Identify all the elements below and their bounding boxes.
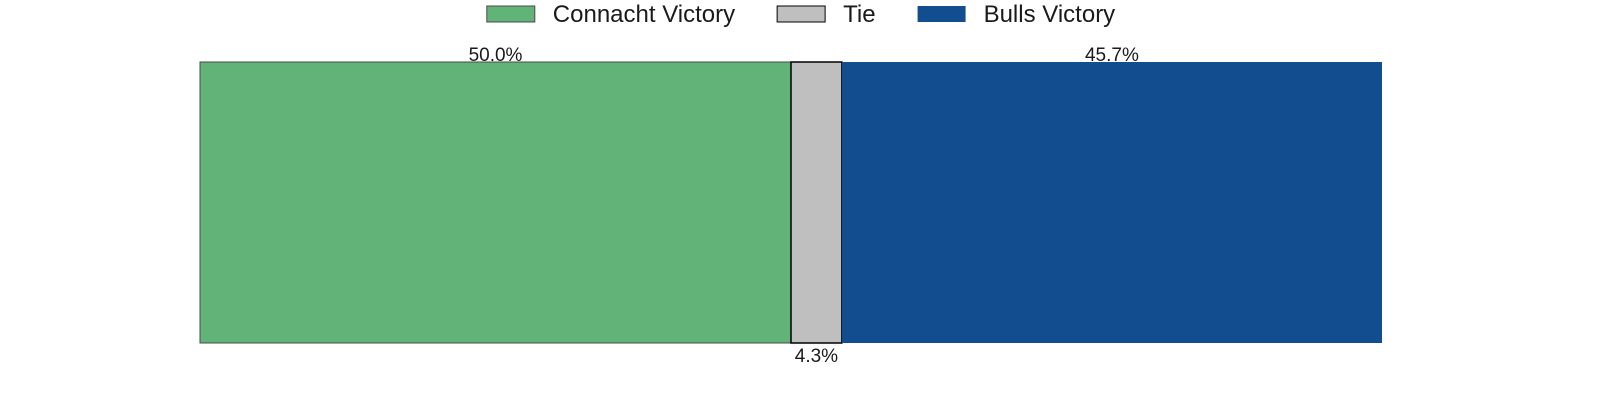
legend-swatch-bulls-victory — [917, 6, 966, 22]
legend: Connacht Victory Tie Bulls Victory — [486, 1, 1116, 28]
legend-swatch-tie — [776, 5, 826, 23]
legend-swatch-connacht-victory — [486, 5, 536, 23]
legend-label-bulls-victory: Bulls Victory — [984, 1, 1116, 28]
bar-connacht-victory — [199, 61, 792, 344]
legend-label-connacht-victory: Connacht Victory — [553, 1, 735, 28]
data-label-tie: 4.3% — [795, 346, 838, 367]
data-label-bulls-victory: 45.7% — [1085, 45, 1139, 66]
bar-group — [199, 61, 1382, 344]
bar-tie — [790, 61, 843, 344]
bar-bulls-victory — [841, 62, 1382, 343]
legend-label-tie: Tie — [843, 1, 875, 28]
data-label-connacht-victory: 50.0% — [469, 45, 523, 66]
data-label-group: 50.0% 4.3% 45.7% — [469, 45, 1139, 367]
